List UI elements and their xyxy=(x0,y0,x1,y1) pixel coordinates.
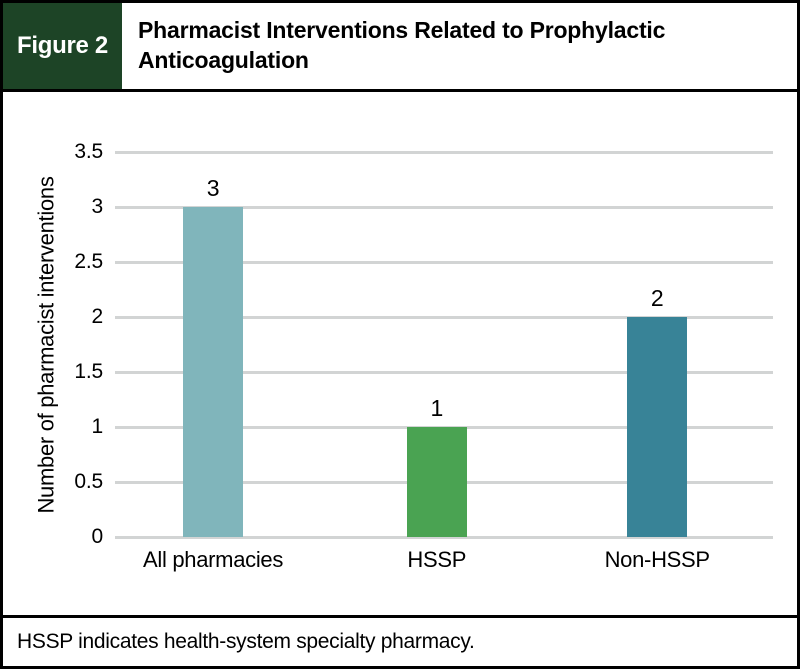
y-tick-label: 2.5 xyxy=(74,250,103,273)
x-category-label: Non-HSSP xyxy=(604,547,711,572)
x-category-label: All pharmacies xyxy=(142,547,284,572)
title-wrap: Pharmacist Interventions Related to Prop… xyxy=(122,3,797,89)
figure-footnote-bar: HSSP indicates health-system specialty p… xyxy=(3,615,797,666)
y-tick-label: 3.5 xyxy=(74,140,103,163)
footnote-text: HSSP indicates health-system specialty p… xyxy=(17,630,475,653)
chart-area: Number of pharmacist interventions 0 0.5 1… xyxy=(3,92,797,615)
figure-title: Pharmacist Interventions Related to Prop… xyxy=(138,17,666,73)
gridline xyxy=(115,315,773,319)
gridline xyxy=(115,260,773,264)
y-tick-label: 1 xyxy=(91,415,104,438)
y-tick-label: 0 xyxy=(91,525,104,548)
bar-hssp xyxy=(406,427,467,537)
bar-value-label: 1 xyxy=(430,395,444,421)
x-axis-line xyxy=(115,535,773,539)
figure-header: Figure 2 Pharmacist Interventions Relate… xyxy=(3,3,797,92)
bar-non-hssp xyxy=(627,317,688,537)
y-tick-label: 1.5 xyxy=(74,360,103,383)
gridline xyxy=(115,150,773,154)
y-tick-label: 3 xyxy=(91,195,104,218)
bar-value-label: 3 xyxy=(206,175,220,201)
x-category-label: HSSP xyxy=(407,547,467,572)
y-tick-label: 0.5 xyxy=(74,470,103,493)
figure-number-badge: Figure 2 xyxy=(3,3,122,89)
gridline xyxy=(115,205,773,209)
y-tick-label: 2 xyxy=(91,305,104,328)
bar-value-label: 2 xyxy=(650,285,664,311)
gridline xyxy=(115,370,773,374)
bar-all-pharmacies xyxy=(183,207,244,537)
